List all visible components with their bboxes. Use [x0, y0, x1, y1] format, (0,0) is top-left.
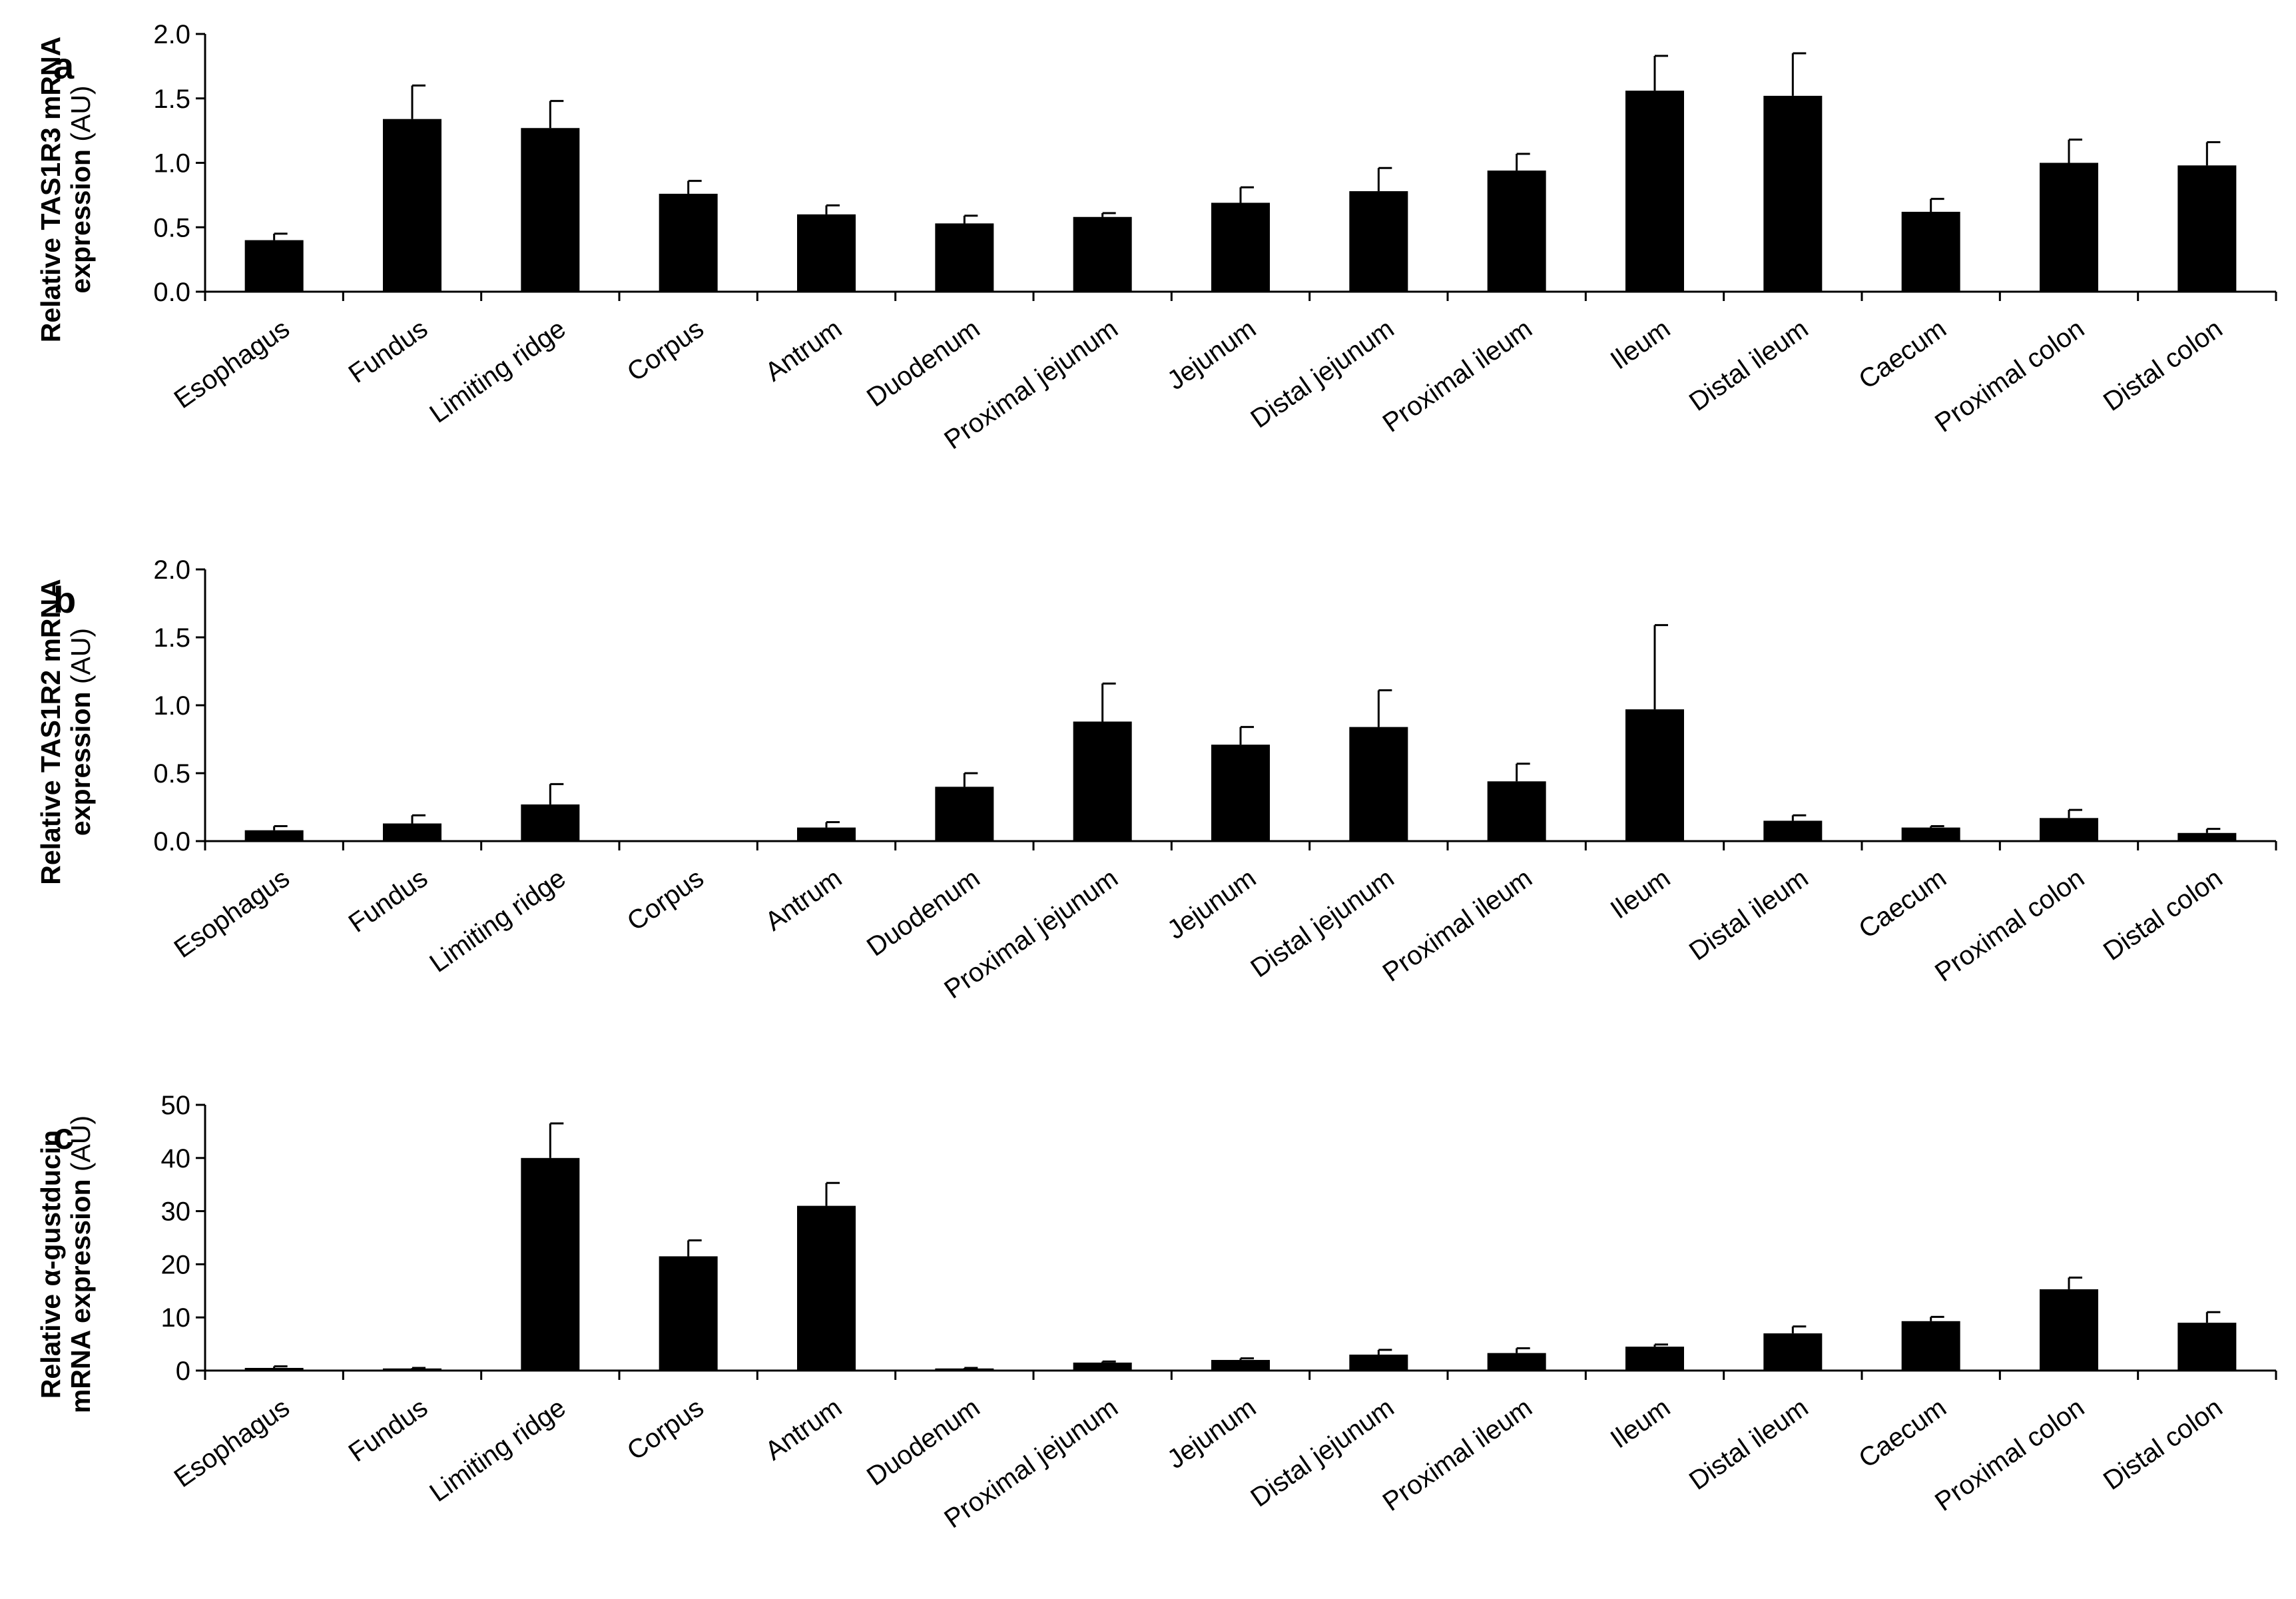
bar-antrum — [797, 1205, 856, 1371]
bar-proximal-jejunum — [1073, 721, 1132, 841]
bar-fundus — [383, 119, 441, 292]
y-axis-title-line2: expression (AU) — [65, 85, 96, 293]
bar-jejunum — [1211, 202, 1270, 292]
y-tick-label: 2.0 — [153, 555, 190, 585]
y-tick-label: 40 — [161, 1144, 191, 1173]
bar-ileum — [1625, 709, 1684, 841]
y-tick-label: 0.0 — [153, 278, 190, 307]
bar-caecum — [1901, 1321, 1960, 1371]
bar-jejunum — [1211, 1360, 1270, 1371]
bar-esophagus — [244, 1368, 304, 1371]
y-axis-title-line2-unit: (AU) — [65, 85, 96, 149]
bar-ileum — [1625, 1347, 1684, 1371]
bar-distal-ileum — [1763, 1333, 1823, 1371]
y-axis-title-line2-bold: mRNA expression — [65, 1179, 96, 1414]
bar-proximal-ileum — [1487, 1353, 1546, 1371]
bar-proximal-colon — [2040, 162, 2098, 292]
bar-corpus — [659, 1256, 718, 1371]
y-axis-title-line2: mRNA expression (AU) — [65, 1116, 96, 1413]
bar-limiting-ridge — [521, 804, 580, 841]
y-tick-label: 0.0 — [153, 827, 190, 856]
y-tick-label: 1.0 — [153, 691, 190, 721]
bar-distal-ileum — [1763, 95, 1823, 292]
panel-letter: b — [53, 579, 76, 621]
bar-distal-colon — [2177, 1323, 2237, 1371]
y-tick-label: 1.5 — [153, 623, 190, 653]
y-tick-label: 2.0 — [153, 20, 190, 49]
y-tick-label: 0.5 — [153, 213, 190, 242]
y-tick-label: 0 — [176, 1357, 190, 1386]
bar-proximal-jejunum — [1073, 1363, 1132, 1371]
bar-jejunum — [1211, 745, 1270, 841]
y-axis-title-line2-bold: expression — [65, 692, 96, 836]
bar-proximal-colon — [2040, 818, 2098, 841]
bar-esophagus — [244, 240, 304, 292]
bar-proximal-ileum — [1487, 781, 1546, 841]
bar-limiting-ridge — [521, 1157, 580, 1371]
y-axis-title-line2-unit: (AU) — [65, 628, 96, 692]
bar-proximal-colon — [2040, 1289, 2098, 1371]
panel-letter: a — [53, 45, 75, 87]
bar-distal-jejunum — [1349, 191, 1408, 292]
bar-distal-jejunum — [1349, 727, 1408, 841]
bar-corpus — [659, 193, 718, 292]
bar-esophagus — [244, 830, 304, 841]
y-tick-label: 30 — [161, 1197, 191, 1227]
bar-duodenum — [935, 1368, 994, 1371]
y-axis-title-line2-bold: expression — [65, 149, 96, 294]
y-tick-label: 1.5 — [153, 85, 190, 114]
bar-proximal-ileum — [1487, 170, 1546, 292]
y-axis-title-line1: Relative TAS1R3 mRNA — [35, 37, 66, 343]
bar-antrum — [797, 827, 856, 841]
y-tick-label: 10 — [161, 1303, 191, 1333]
bar-fundus — [383, 823, 441, 841]
bar-proximal-jejunum — [1073, 216, 1132, 292]
bar-duodenum — [935, 787, 994, 841]
bar-distal-jejunum — [1349, 1355, 1408, 1371]
bar-distal-colon — [2177, 165, 2237, 292]
y-tick-label: 50 — [161, 1091, 191, 1120]
y-tick-label: 0.5 — [153, 759, 190, 789]
bar-distal-colon — [2177, 832, 2237, 841]
y-axis-title-line2: expression (AU) — [65, 628, 96, 836]
bar-fundus — [383, 1368, 441, 1371]
bar-caecum — [1901, 212, 1960, 292]
bar-caecum — [1901, 827, 1960, 841]
bar-distal-ileum — [1763, 820, 1823, 841]
y-axis-title-line1: Relative α-gustducin — [35, 1130, 66, 1399]
y-axis-title-line2-unit: (AU) — [65, 1116, 96, 1179]
bar-antrum — [797, 214, 856, 292]
y-tick-label: 20 — [161, 1250, 191, 1279]
y-axis-title-line1: Relative TAS1R2 mRNA — [35, 579, 66, 885]
y-tick-label: 1.0 — [153, 149, 190, 178]
bar-duodenum — [935, 223, 994, 292]
panel-letter: c — [53, 1115, 74, 1157]
bar-limiting-ridge — [521, 128, 580, 292]
bar-ileum — [1625, 91, 1684, 292]
